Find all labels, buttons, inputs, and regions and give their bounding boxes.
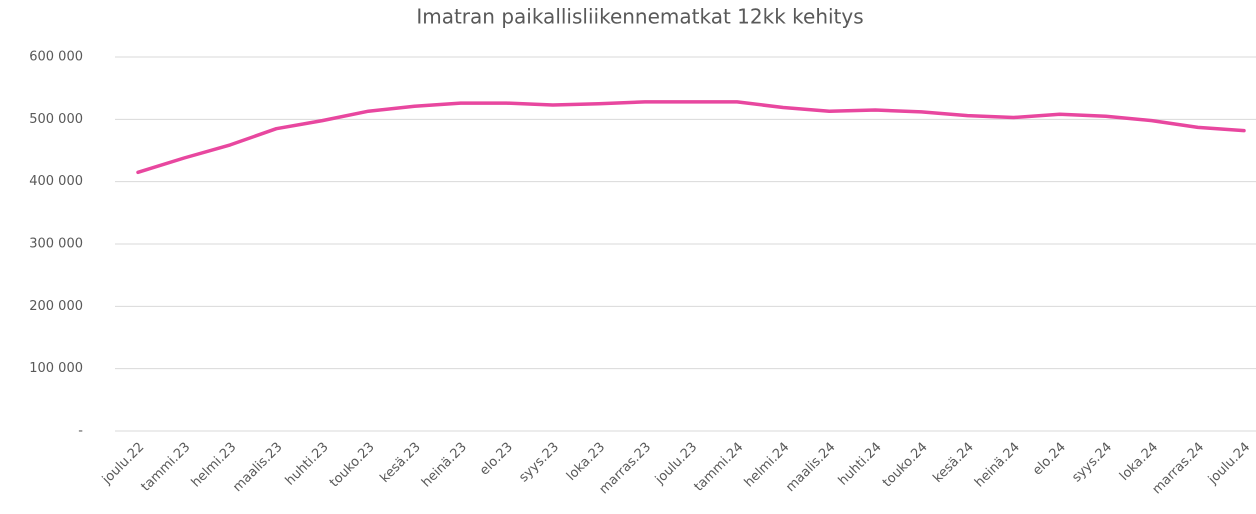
- x-tick-label: syys.24: [1069, 440, 1115, 486]
- y-tick-label: -: [78, 424, 83, 439]
- y-tick-label: 200 000: [29, 299, 83, 314]
- chart-title: Imatran paikallisliikennematkat 12kk keh…: [416, 5, 863, 29]
- x-tick-label: touko.24: [880, 440, 931, 491]
- x-tick-label: touko.23: [327, 440, 378, 491]
- x-tick-label: joulu.23: [652, 440, 700, 488]
- y-tick-label: 300 000: [29, 237, 83, 252]
- x-tick-label: maalis.23: [230, 440, 285, 495]
- x-tick-label: tammi.24: [691, 440, 746, 495]
- y-tick-label: 100 000: [29, 361, 83, 376]
- x-tick-label: kesä.23: [377, 440, 423, 486]
- y-tick-label: 600 000: [29, 50, 83, 65]
- x-tick-label: maalis.24: [783, 440, 838, 495]
- x-tick-label: syys.23: [516, 440, 562, 486]
- x-tick-label: kesä.24: [930, 440, 976, 486]
- x-tick-label: huhti.23: [283, 440, 332, 489]
- x-tick-label: tammi.23: [138, 440, 193, 495]
- x-tick-label: heinä.24: [972, 440, 1023, 491]
- data-line: [136, 100, 1246, 175]
- x-tick-label: joulu.22: [99, 440, 147, 488]
- x-tick-label: elo.24: [1030, 440, 1069, 479]
- x-tick-label: huhti.24: [836, 440, 885, 489]
- x-tick-label: elo.23: [477, 440, 516, 479]
- y-tick-label: 400 000: [29, 174, 83, 189]
- x-tick-label: joulu.24: [1205, 440, 1253, 488]
- x-tick-label: heinä.23: [419, 440, 470, 491]
- y-tick-label: 500 000: [29, 112, 83, 127]
- x-tick-label: loka.24: [1117, 440, 1161, 484]
- x-tick-label: loka.23: [564, 440, 608, 484]
